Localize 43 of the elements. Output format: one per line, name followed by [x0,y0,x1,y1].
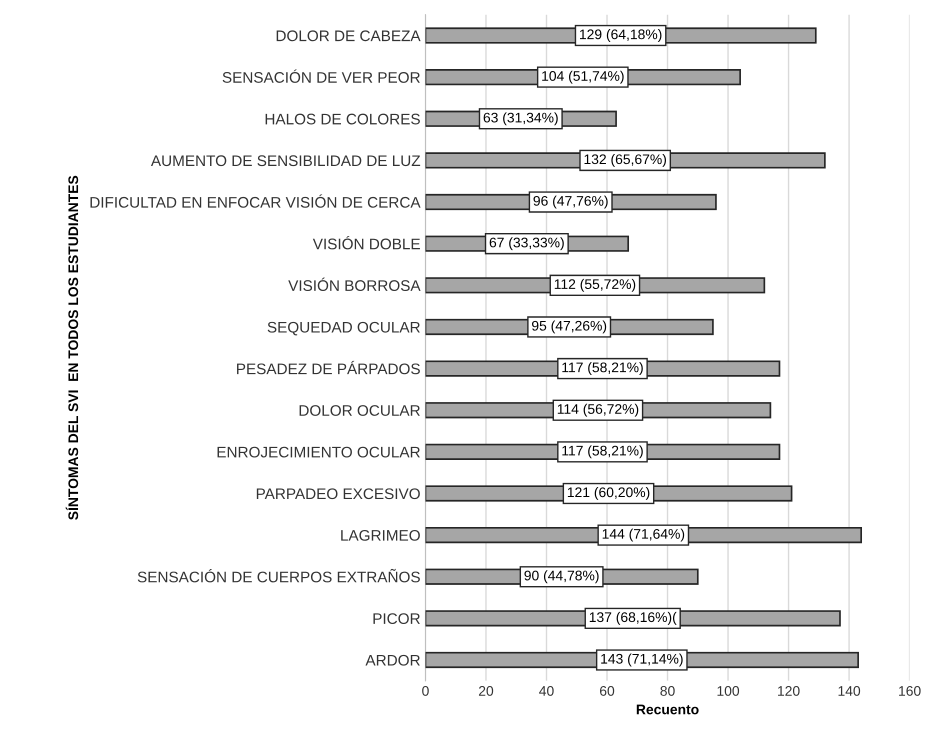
data-label: 63 (31,34%) [484,112,558,126]
y-tick-label: ENROJECIMIENTO OCULAR [218,446,420,458]
data-label: 95 (47,26%) [532,320,606,334]
y-tick-label: ARDOR [365,654,420,666]
y-tick-label: SENSACIÓN DE VER PEOR [222,69,420,83]
x-tick-label: 140 [838,686,860,696]
y-tick-label: DOLOR DE CABEZA [276,30,421,42]
y-tick-label: LAGRIMEO [341,530,420,541]
data-label: 67 (33,33%) [490,237,564,250]
x-tick-label: 160 [899,686,921,696]
y-tick-label: SEQUEDAD OCULAR [268,322,420,336]
x-tick-label: 40 [539,686,554,696]
y-tick-label: VISIÓN DOBLE [312,236,420,250]
y-tick-label: PESADEZ DE PÁRPADOS [237,360,420,374]
data-label: 137 (68,16%)( [590,612,677,625]
x-tick-label: 120 [778,686,800,696]
y-tick-label: SENSACIÓN DE CUERPOS EXTRAÑOS [138,568,420,582]
data-label: 117 (58,21%) [562,445,643,458]
y-tick-label: PARPADEO EXCESIVO [256,488,420,500]
y-tick-label: DIFICULTAD EN ENFOCAR VISIÓN DE CERCA [90,194,421,208]
data-label: 121 (60,20%) [568,486,650,500]
data-label: 132 (65,67%) [584,154,666,167]
data-label: 112 (55,72%) [554,278,636,292]
data-label: 144 (71,64%) [602,528,684,542]
data-label: 117 (58,21%) [562,362,643,376]
x-tick-label: 80 [660,686,675,696]
data-label: 104 (51,74%) [542,70,624,84]
y-tick-label: HALOS DE COLORES [266,114,420,124]
y-tick-label: VISIÓN BORROSA [288,278,421,291]
y-tick-label: AUMENTO DE SENSIBILIDAD DE LUZ [150,155,420,166]
x-tick-label: 100 [718,686,740,696]
x-axis-title: Recuento [636,704,699,714]
y-axis-title: SÍNTOMAS DEL SVI EN TODOS LOS ESTUDIANTES [66,176,78,520]
y-tick-label: DOLOR OCULAR [300,405,420,416]
x-tick-label: 20 [478,686,494,696]
data-label: 96 (47,76%) [534,196,608,209]
data-label: 114 (56,72%) [558,404,638,417]
data-label: 129 (64,18%) [580,29,662,42]
data-label: 143 (71,14%) [601,654,683,666]
y-tick-label: PICOR [373,613,420,624]
x-tick-label: 0 [422,686,429,696]
data-label: 90 (44,78%) [524,570,599,584]
x-tick-label: 60 [600,686,614,696]
